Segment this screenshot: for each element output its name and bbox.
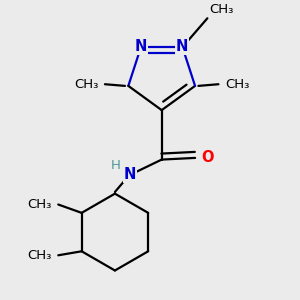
Text: N: N (135, 39, 147, 54)
Text: CH₃: CH₃ (27, 249, 52, 262)
Text: N: N (176, 39, 188, 54)
Text: N: N (124, 167, 136, 182)
Text: CH₃: CH₃ (27, 198, 52, 211)
Text: O: O (201, 150, 214, 165)
Text: H: H (111, 159, 121, 172)
Text: CH₃: CH₃ (225, 78, 250, 91)
Text: CH₃: CH₃ (209, 3, 233, 16)
Text: CH₃: CH₃ (74, 78, 98, 91)
